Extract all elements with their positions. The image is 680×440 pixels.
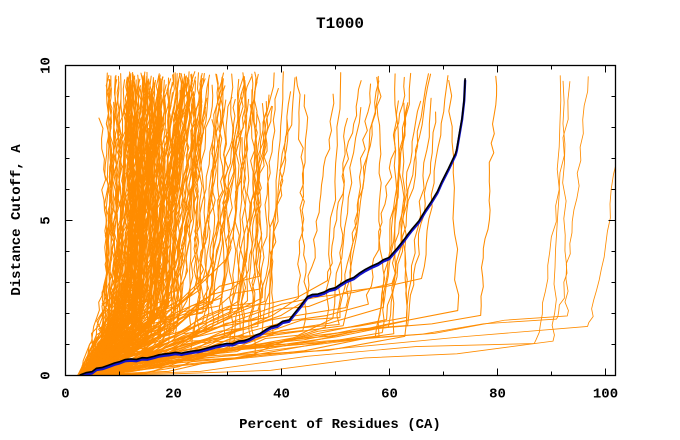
svg-text:100: 100 (593, 387, 618, 403)
svg-text:40: 40 (273, 387, 290, 403)
svg-text:60: 60 (381, 387, 398, 403)
svg-text:5: 5 (39, 216, 55, 224)
svg-text:10: 10 (39, 57, 55, 74)
svg-text:0: 0 (39, 371, 55, 379)
svg-text:80: 80 (489, 387, 506, 403)
svg-text:0: 0 (61, 387, 69, 403)
svg-text:20: 20 (165, 387, 182, 403)
